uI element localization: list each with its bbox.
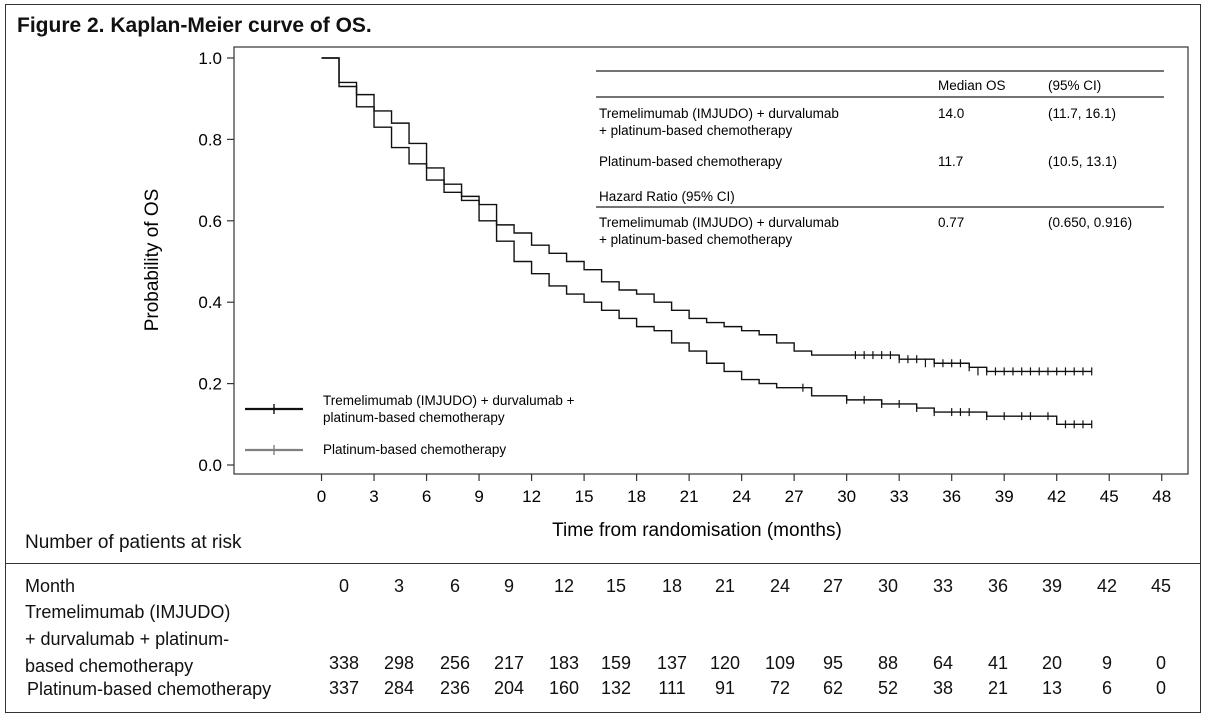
inset-col-ci: (95% CI) — [1048, 78, 1101, 93]
inset-row1-label-2: + platinum-based chemotherapy — [599, 123, 792, 138]
y-axis-label: Probability of OS — [142, 189, 163, 332]
control-curve — [321, 57, 1092, 425]
inset-hr-heading: Hazard Ratio (95% CI) — [599, 189, 735, 204]
figure-frame — [5, 4, 1201, 713]
inset-hr-label-1: Tremelimumab (IMJUDO) + durvalumab — [599, 215, 839, 230]
x-tick-label: 18 — [627, 487, 646, 506]
x-tick-label: 33 — [890, 487, 909, 506]
inset-hr-value: 0.77 — [938, 215, 964, 230]
survival-curves — [321, 57, 1093, 429]
x-tick-label: 6 — [422, 487, 431, 506]
risk-table-heading: Number of patients at risk — [25, 532, 242, 553]
inset-hr-label-2: + platinum-based chemotherapy — [599, 232, 792, 247]
x-tick-label: 30 — [837, 487, 856, 506]
x-tick-label: 39 — [995, 487, 1014, 506]
inset-row1-median: 14.0 — [938, 106, 964, 121]
inset-row1-label-1: Tremelimumab (IMJUDO) + durvalumab — [599, 106, 839, 121]
legend-control-label: Platinum-based chemotherapy — [323, 442, 506, 457]
y-tick-label: 0.0 — [198, 456, 222, 475]
y-axis: 0.0 0.2 0.4 0.6 0.8 1.0 — [198, 49, 234, 475]
x-tick-label: 9 — [474, 487, 483, 506]
x-axis: 0 3 6 9 12 15 18 21 24 27 30 33 36 39 42 45 48 — [317, 474, 1171, 506]
x-tick-label: 48 — [1152, 487, 1171, 506]
x-tick-label: 3 — [369, 487, 378, 506]
y-tick-label: 1.0 — [198, 49, 222, 68]
legend-treatment-line2: platinum-based chemotherapy — [323, 410, 505, 425]
x-tick-label: 21 — [680, 487, 699, 506]
x-axis-label: Time from randomisation (months) — [552, 520, 842, 541]
y-tick-label: 0.8 — [198, 130, 222, 149]
x-tick-label: 45 — [1100, 487, 1119, 506]
legend: Tremelimumab (IMJUDO) + durvalumab + pla… — [245, 393, 575, 457]
x-tick-label: 27 — [785, 487, 804, 506]
x-tick-label: 0 — [317, 487, 326, 506]
x-tick-label: 12 — [522, 487, 541, 506]
inset-row1-ci: (11.7, 16.1) — [1048, 106, 1116, 121]
y-tick-label: 0.4 — [198, 293, 222, 312]
x-tick-label: 24 — [732, 487, 751, 506]
x-tick-label: 36 — [942, 487, 961, 506]
figure-title: Figure 2. Kaplan-Meier curve of OS. — [17, 14, 372, 37]
x-tick-label: 15 — [575, 487, 594, 506]
y-tick-label: 0.6 — [198, 212, 222, 231]
legend-treatment-line1: Tremelimumab (IMJUDO) + durvalumab + — [323, 393, 575, 408]
plot-area-frame — [233, 46, 1189, 475]
inset-hr-ci: (0.650, 0.916) — [1048, 215, 1132, 230]
treatment-curve — [321, 57, 1092, 373]
x-tick-label: 42 — [1047, 487, 1066, 506]
inset-col-median: Median OS — [938, 78, 1006, 93]
inset-row2-label: Platinum-based chemotherapy — [599, 154, 782, 169]
risk-table-rule — [5, 563, 1200, 564]
y-tick-label: 0.2 — [198, 375, 222, 394]
inset-row2-median: 11.7 — [938, 154, 963, 169]
inset-table: Median OS (95% CI) Tremelimumab (IMJUDO)… — [596, 70, 1164, 247]
inset-row2-ci: (10.5, 13.1) — [1048, 154, 1117, 169]
